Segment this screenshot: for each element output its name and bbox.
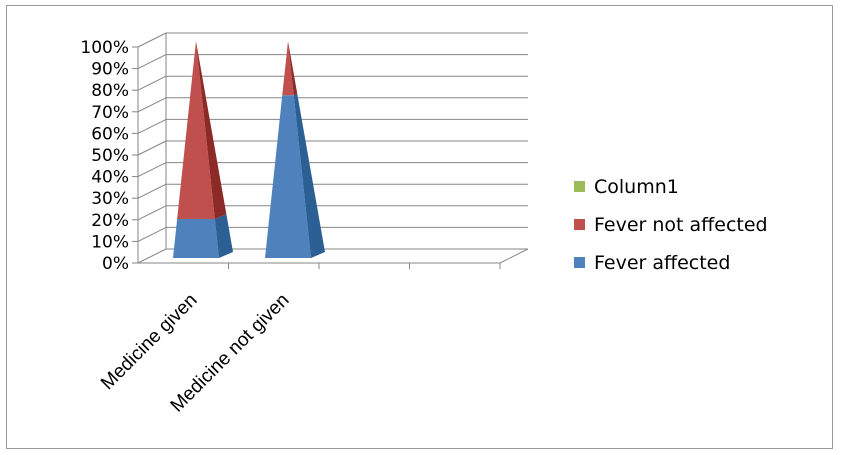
y-tick-label: 0% (102, 254, 129, 274)
y-tick-label: 40% (91, 168, 129, 188)
gridline-diagonal (137, 54, 167, 70)
legend-label: Column1 (594, 176, 679, 198)
gridline-diagonal (137, 140, 167, 156)
legend: Column1 Fever not affected Fever affected (574, 176, 768, 274)
gridline-diagonal (137, 183, 167, 199)
legend-label: Fever affected (594, 252, 730, 274)
gridline-diagonal (137, 226, 167, 242)
y-tick-label: 100% (80, 38, 129, 58)
y-tick-label: 80% (91, 81, 129, 101)
gridline-diagonal (137, 118, 167, 134)
gridline-diagonal (137, 205, 167, 221)
bar-segment-fever-affected (265, 95, 311, 258)
bar-segment-fever-not-affected (177, 41, 215, 219)
floor-right-edge (499, 248, 529, 264)
y-axis-ticks: 0%10%20%30%40%50%60%70%80%90%100% (80, 38, 138, 274)
gridline-diagonal (137, 75, 167, 91)
y-tick-label: 30% (91, 189, 129, 209)
legend-swatch (574, 257, 585, 268)
chart-frame (6, 5, 833, 449)
gridline-diagonal (137, 97, 167, 113)
bars (173, 41, 325, 258)
bar-segment-side (214, 214, 233, 258)
legend-swatch (574, 219, 585, 230)
gridline-diagonal (137, 248, 167, 264)
bar-segment-side (196, 41, 227, 219)
gridline-diagonal (137, 162, 167, 178)
legend-swatch (574, 181, 585, 192)
bar-segment-side (288, 41, 298, 96)
x-category-label: Medicine given (97, 290, 201, 394)
y-tick-label: 70% (91, 103, 129, 123)
bar-segment-fever-affected (173, 218, 219, 258)
y-tick-label: 60% (91, 124, 129, 144)
gridlines (137, 32, 528, 264)
y-tick-label: 50% (91, 146, 129, 166)
y-tick-label: 90% (91, 60, 129, 80)
y-tick-label: 20% (91, 211, 129, 231)
bar-segment-fever-not-affected (282, 41, 294, 96)
y-tick-label: 10% (91, 232, 129, 252)
gridline-diagonal (137, 32, 167, 48)
legend-label: Fever not affected (594, 214, 768, 236)
bar-segment-side (293, 93, 325, 258)
